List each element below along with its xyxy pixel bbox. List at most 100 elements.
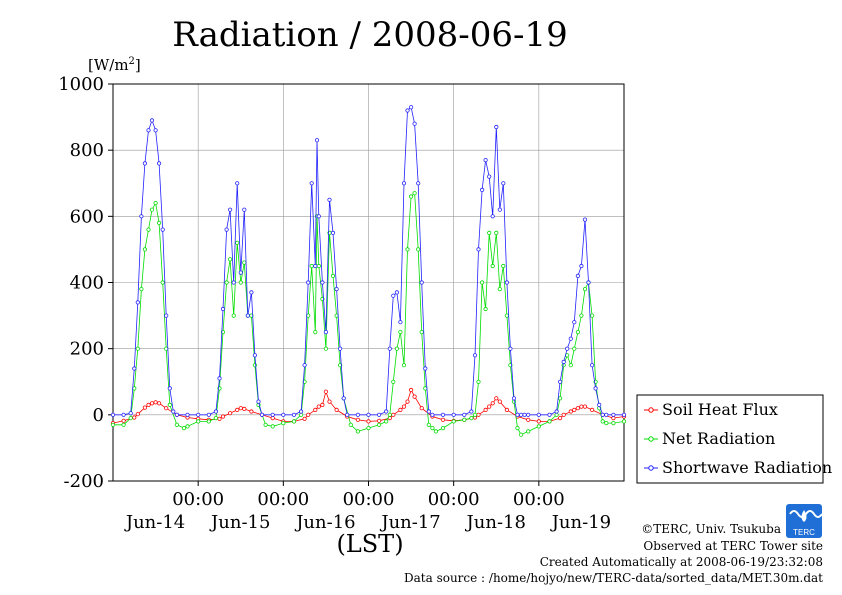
series-0-point [235, 407, 240, 412]
series-0-point [398, 407, 403, 412]
series-0-point [313, 407, 318, 412]
series-1-point [135, 346, 140, 351]
series-1-point [181, 425, 187, 431]
series-1-point [157, 220, 162, 225]
y-tick-label-5: 0 [93, 405, 104, 426]
series-1-point [387, 412, 392, 417]
series-0-point [302, 416, 307, 421]
series-2-point [291, 412, 297, 417]
series-2-point [149, 118, 155, 123]
series-2-point [451, 412, 456, 417]
series-0-point [153, 400, 158, 405]
series-0-point [320, 402, 325, 407]
series-2-point [298, 409, 304, 414]
legend-label-0: Soil Heat Flux [662, 400, 778, 419]
series-2-point [384, 409, 389, 414]
series-0-point [611, 415, 616, 421]
series-2-point [398, 320, 403, 325]
x-date-label-1: Jun-15 [209, 512, 270, 533]
series-2-point [490, 214, 495, 219]
series-2-point [314, 138, 320, 143]
series-2-point [366, 412, 371, 417]
series-1-point [263, 422, 268, 427]
series-1-point [185, 424, 190, 429]
series-1-point [298, 412, 304, 417]
series-0-point [327, 399, 332, 404]
y-unit-open: [W/m [88, 56, 129, 74]
series-0-point [440, 417, 446, 422]
series-2-point [309, 181, 314, 186]
series-1-point [483, 306, 488, 312]
series-2-point [281, 412, 286, 417]
series-1-point [405, 247, 410, 252]
series-2-point [238, 270, 243, 275]
series-2-point [401, 181, 407, 186]
series-2-point [515, 412, 520, 417]
series-2-point [345, 412, 350, 417]
series-1-point [568, 363, 573, 368]
series-2-point [462, 412, 467, 417]
x-axis-label: (LST) [336, 530, 403, 558]
series-2-point [522, 412, 527, 417]
series-2-point [334, 286, 339, 292]
series-0-point [132, 415, 137, 420]
series-1-point [323, 346, 328, 351]
series-1-point [366, 425, 371, 431]
series-2-point [302, 363, 307, 368]
series-2-point [568, 336, 573, 341]
series-2-point [423, 366, 428, 371]
series-0-point [135, 412, 140, 417]
series-2-point [408, 105, 414, 110]
series-2-point [231, 280, 236, 285]
source-text: Data source : /home/hojyo/new/TERC-data/… [404, 571, 823, 585]
series-1-point [394, 346, 399, 351]
y-unit-close: ] [135, 56, 141, 74]
series-1-point [149, 207, 155, 212]
series-2-point [547, 412, 552, 417]
series-1-point [604, 420, 609, 426]
series-2-point [160, 227, 165, 232]
series-0-point [526, 417, 531, 422]
series-1-point [384, 419, 389, 424]
series-0-point [557, 415, 563, 421]
series-1-point [167, 402, 172, 407]
series-2-point [341, 396, 346, 401]
series-1-point [518, 432, 524, 437]
series-2-point [536, 412, 541, 417]
y-axis-unit: [W/m2] [88, 56, 141, 74]
series-1-point [462, 417, 467, 422]
series-2-point [597, 402, 602, 407]
series-0-point [504, 407, 509, 412]
series-2-point [139, 214, 144, 219]
series-1-point [504, 313, 509, 318]
x-time-label-0: 00:00 [172, 489, 224, 510]
series-0-point [355, 417, 360, 422]
series-1-point [228, 257, 233, 262]
legend-label-2: Shortwave Radiation [662, 458, 832, 477]
series-2-point [469, 409, 474, 414]
series-2-point [483, 158, 488, 163]
series-2-point [164, 313, 169, 318]
series-1-point [557, 396, 563, 401]
series-1-point [281, 420, 286, 426]
series-1-point [231, 313, 236, 318]
y-unit-sup: 2 [129, 56, 135, 67]
series-2-point [430, 412, 435, 417]
series-0-point [575, 406, 581, 411]
series-2-point [256, 399, 261, 404]
series-0-point [270, 415, 275, 421]
series-2-point [132, 366, 137, 371]
series-2-point [313, 263, 318, 269]
series-2-point [196, 412, 201, 417]
x-date-label-5: Jun-19 [550, 512, 611, 533]
series-2-point [501, 181, 506, 186]
series-2-point [128, 411, 133, 416]
series-2-point [217, 376, 222, 381]
y-tick-label-2: 600 [70, 206, 104, 227]
series-0-point [149, 401, 155, 406]
series-2-point [604, 412, 609, 417]
series-1-point [494, 230, 499, 235]
series-1-point [515, 425, 520, 431]
series-0-point [405, 399, 410, 404]
